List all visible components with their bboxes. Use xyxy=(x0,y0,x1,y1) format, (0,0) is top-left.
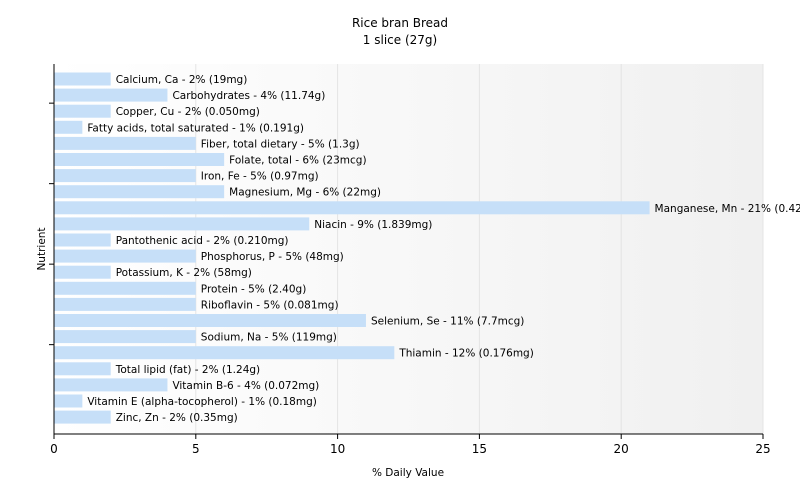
bar xyxy=(54,233,111,247)
bar-label: Protein - 5% (2.40g) xyxy=(201,283,307,295)
bar xyxy=(54,169,196,183)
x-tick-label: 20 xyxy=(614,442,629,456)
bar-label: Carbohydrates - 4% (11.74g) xyxy=(172,90,325,102)
bars: Calcium, Ca - 2% (19mg) Carbohydrates - 4… xyxy=(54,72,800,424)
bar xyxy=(54,362,111,376)
bar xyxy=(54,88,168,102)
bar xyxy=(54,297,196,311)
bar xyxy=(54,201,650,215)
bar-label: Niacin - 9% (1.839mg) xyxy=(314,219,432,231)
bar-label: Fatty acids, total saturated - 1% (0.191… xyxy=(87,122,304,134)
bar-label: Total lipid (fat) - 2% (1.24g) xyxy=(115,364,260,376)
chart-subtitle: 1 slice (27g) xyxy=(363,33,437,47)
y-axis-label: Nutrient xyxy=(36,227,48,270)
bar xyxy=(54,136,196,150)
bar-label: Iron, Fe - 5% (0.97mg) xyxy=(201,171,319,183)
bar-label: Thiamin - 12% (0.176mg) xyxy=(398,348,534,360)
bar-label: Magnesium, Mg - 6% (22mg) xyxy=(229,187,381,199)
bar xyxy=(54,410,111,424)
bar xyxy=(54,72,111,86)
x-tick-label: 10 xyxy=(330,442,345,456)
bar-label: Folate, total - 6% (23mcg) xyxy=(229,155,366,167)
chart-title: Rice bran Bread xyxy=(352,16,448,30)
bar xyxy=(54,378,168,392)
grid-lines xyxy=(195,64,764,434)
x-tick-label: 0 xyxy=(50,442,58,456)
bar-label: Calcium, Ca - 2% (19mg) xyxy=(116,74,248,86)
x-tick-label: 5 xyxy=(192,442,200,456)
bar-label: Pantothenic acid - 2% (0.210mg) xyxy=(116,235,289,247)
bar xyxy=(54,314,366,327)
bar-label: Selenium, Se - 11% (7.7mcg) xyxy=(371,316,524,328)
bar-label: Zinc, Zn - 2% (0.35mg) xyxy=(116,412,238,424)
bar xyxy=(54,346,395,360)
bar-label: Copper, Cu - 2% (0.050mg) xyxy=(116,106,260,118)
bar xyxy=(54,104,111,118)
plot-area xyxy=(54,64,763,434)
x-tick-label: 25 xyxy=(755,442,770,456)
bar xyxy=(54,394,83,408)
bar-label: Phosphorus, P - 5% (48mg) xyxy=(201,251,344,263)
x-axis-label: % Daily Value xyxy=(372,467,444,479)
bar xyxy=(54,330,196,344)
bar xyxy=(54,265,111,279)
bar-label: Riboflavin - 5% (0.081mg) xyxy=(201,299,339,311)
x-tick-label: 15 xyxy=(472,442,487,456)
bar-label: Sodium, Na - 5% (119mg) xyxy=(201,332,337,344)
bar xyxy=(54,249,196,263)
bar xyxy=(54,185,225,199)
bar xyxy=(54,217,310,231)
axes: 0 5 10 15 20 25 xyxy=(49,64,771,456)
bar-label: Vitamin B-6 - 4% (0.072mg) xyxy=(172,380,319,392)
bar-label: Fiber, total dietary - 5% (1.3g) xyxy=(201,138,360,150)
bar-label: Vitamin E (alpha-tocopherol) - 1% (0.18m… xyxy=(87,396,316,408)
bar-label: Potassium, K - 2% (58mg) xyxy=(116,267,252,279)
bar xyxy=(54,281,196,295)
bar xyxy=(54,120,83,134)
bar xyxy=(54,153,225,166)
bar-label: Manganese, Mn - 21% (0.428mg) xyxy=(655,203,800,215)
